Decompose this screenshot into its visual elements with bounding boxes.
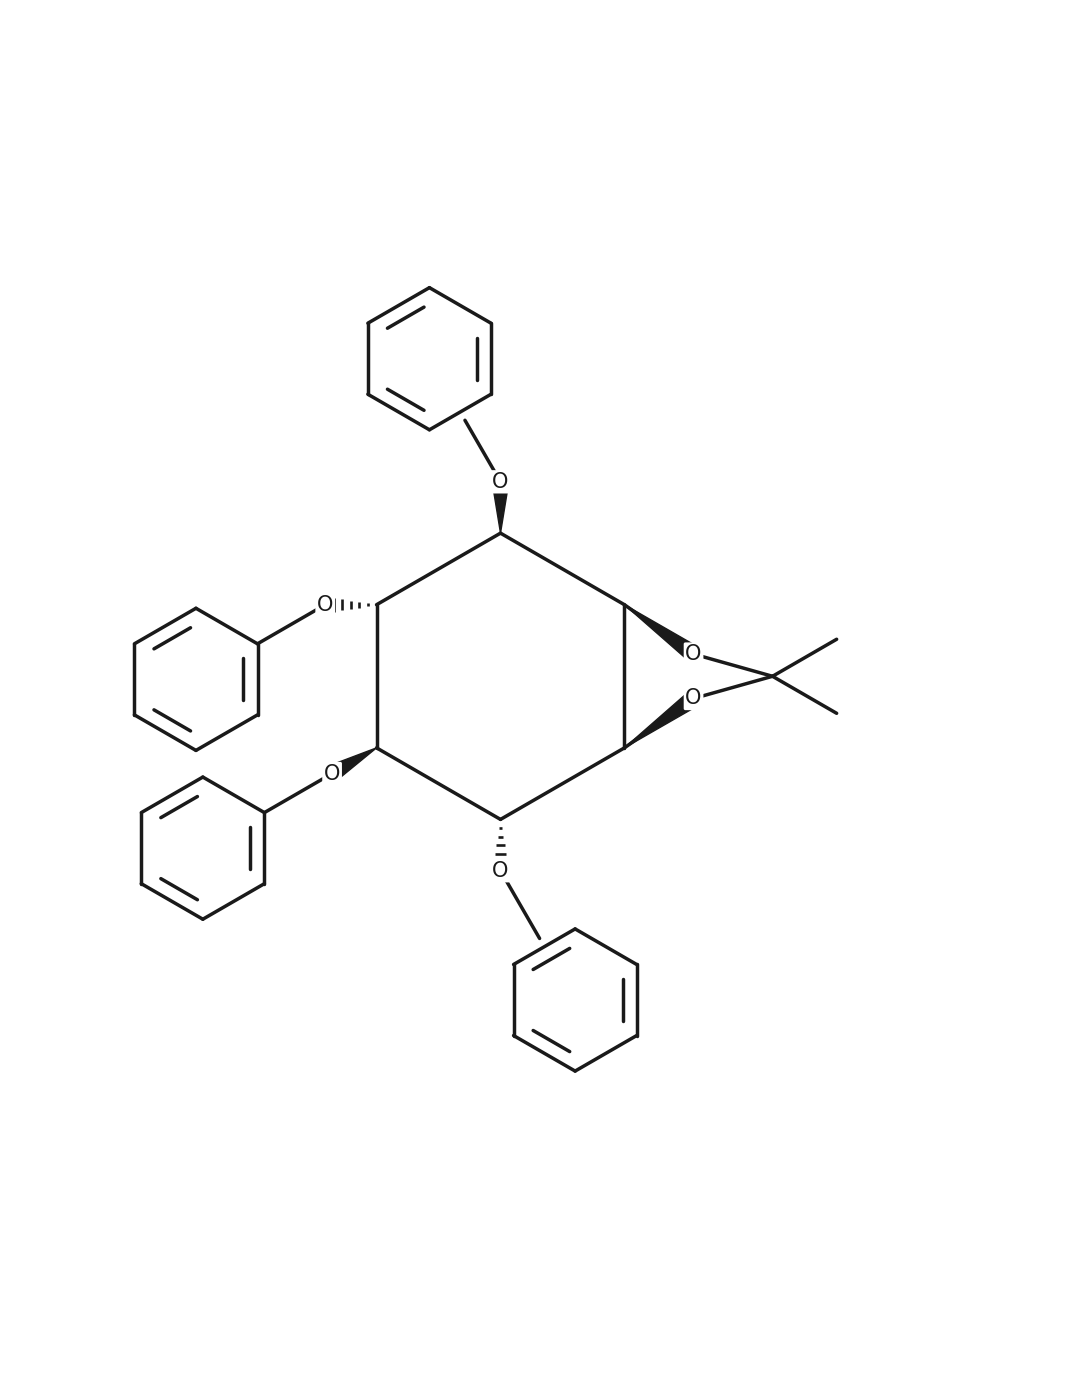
- Polygon shape: [624, 691, 699, 748]
- Text: O: O: [686, 644, 702, 664]
- Text: O: O: [493, 861, 509, 881]
- Polygon shape: [624, 604, 699, 660]
- Polygon shape: [493, 482, 509, 533]
- Text: O: O: [317, 595, 333, 614]
- Text: O: O: [493, 472, 509, 491]
- Text: O: O: [323, 764, 341, 783]
- Text: O: O: [686, 688, 702, 709]
- Polygon shape: [328, 748, 376, 780]
